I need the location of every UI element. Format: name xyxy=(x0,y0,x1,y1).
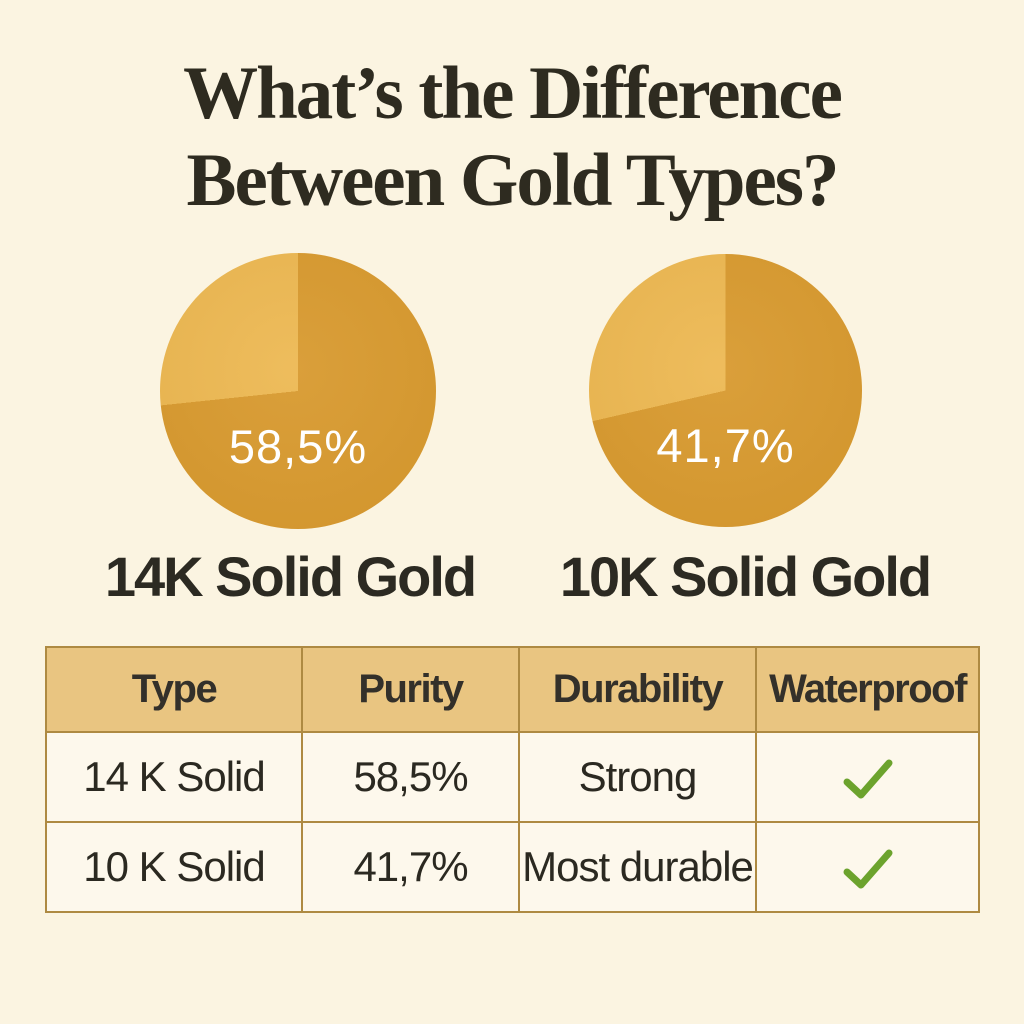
column-header-durability: Durability xyxy=(518,646,757,733)
page-title: What’s the Difference Between Gold Types… xyxy=(0,50,1024,224)
pie-value-label-10k: 41,7% xyxy=(656,419,795,472)
cell-type-10k: 10 K Solid xyxy=(45,821,303,913)
cell-durability-10k: Most durable xyxy=(518,821,757,913)
pie-value-label-14k: 58,5% xyxy=(228,420,368,473)
cell-waterproof-10k xyxy=(755,821,980,913)
cell-type-14k: 14 K Solid xyxy=(45,731,303,823)
column-header-type: Type xyxy=(45,646,303,733)
table-header-row: Type Purity Durability Waterproof xyxy=(45,646,980,733)
column-header-waterproof: Waterproof xyxy=(755,646,980,733)
pie-chart-14k-gold: 58,5% xyxy=(160,253,436,529)
pie-chart-10k-gold: 41,7% xyxy=(589,254,862,527)
pie-caption-10k: 10K Solid Gold xyxy=(559,545,932,608)
table-row-14k: 14 K Solid 58,5% Strong xyxy=(45,731,980,823)
table-row-10k: 10 K Solid 41,7% Most durable xyxy=(45,821,980,913)
cell-purity-14k: 58,5% xyxy=(301,731,520,823)
column-header-purity: Purity xyxy=(301,646,520,733)
pie-caption-14k: 14K Solid Gold xyxy=(104,545,477,608)
cell-purity-10k: 41,7% xyxy=(301,821,520,913)
checkmark-icon xyxy=(843,759,892,799)
title-line-2: Between Gold Types? xyxy=(186,139,840,222)
cell-waterproof-14k xyxy=(755,731,980,823)
title-line-1: What’s the Difference xyxy=(183,52,843,135)
comparison-table: Type Purity Durability Waterproof 14 K S… xyxy=(45,646,980,913)
cell-durability-14k: Strong xyxy=(518,731,757,823)
checkmark-icon xyxy=(843,849,892,889)
